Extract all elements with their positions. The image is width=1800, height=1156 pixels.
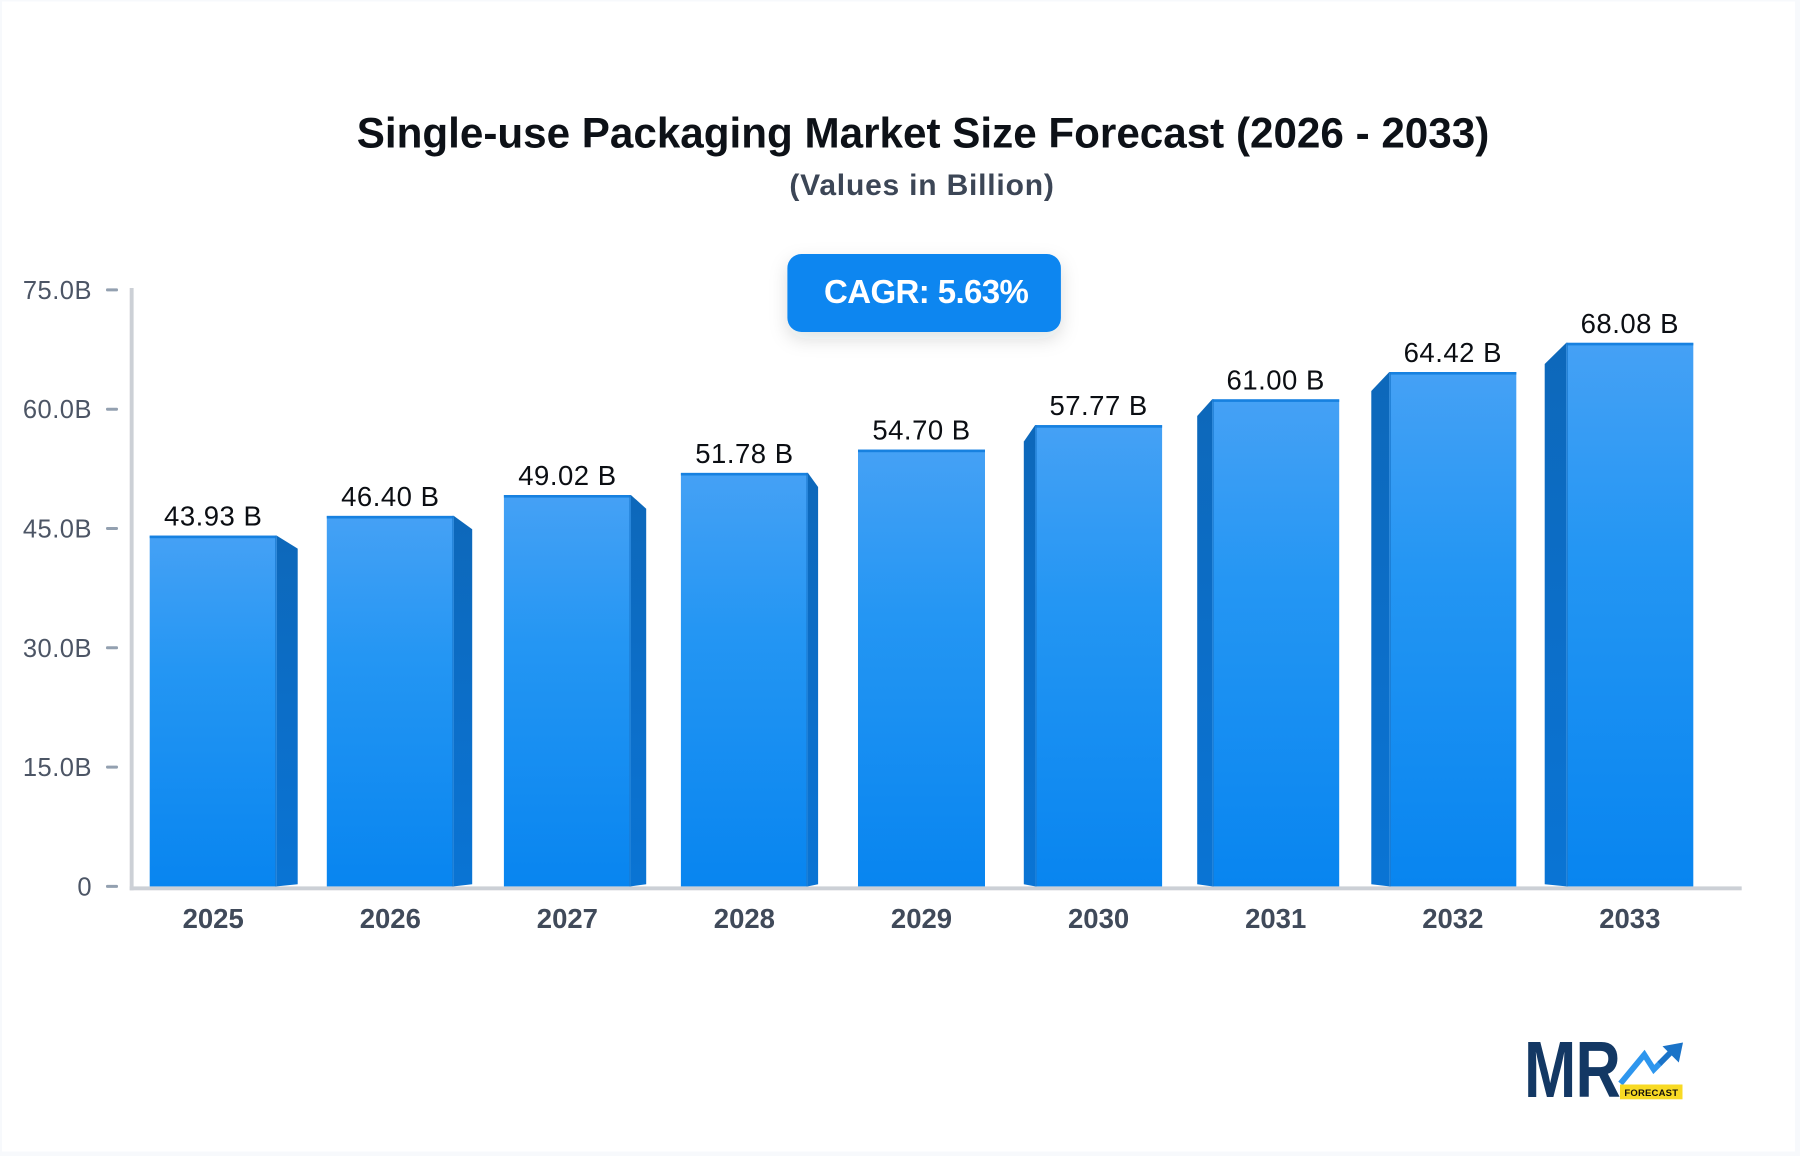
svg-text:45.0B: 45.0B	[23, 516, 92, 544]
svg-text:75.0B: 75.0B	[23, 277, 92, 305]
svg-text:43.93 B: 43.93 B	[164, 501, 262, 532]
svg-text:60.0B: 60.0B	[23, 396, 92, 424]
svg-text:61.00 B: 61.00 B	[1227, 364, 1325, 395]
svg-text:49.02 B: 49.02 B	[518, 460, 616, 491]
svg-text:2030: 2030	[1068, 903, 1129, 934]
svg-text:68.08 B: 68.08 B	[1581, 308, 1679, 339]
svg-text:2026: 2026	[360, 903, 421, 934]
svg-text:57.77 B: 57.77 B	[1049, 390, 1147, 421]
svg-text:2032: 2032	[1422, 903, 1483, 934]
svg-text:CAGR: 5.63%: CAGR: 5.63%	[824, 273, 1029, 310]
svg-text:15.0B: 15.0B	[23, 754, 92, 782]
svg-text:2025: 2025	[183, 903, 244, 934]
svg-text:MR: MR	[1524, 1026, 1620, 1115]
svg-text:2031: 2031	[1245, 903, 1306, 934]
svg-text:51.78 B: 51.78 B	[695, 438, 793, 469]
svg-text:2029: 2029	[891, 903, 952, 934]
svg-text:46.40 B: 46.40 B	[341, 481, 439, 512]
svg-text:(Values in Billion): (Values in Billion)	[789, 169, 1054, 202]
svg-text:0: 0	[77, 873, 92, 901]
svg-text:30.0B: 30.0B	[23, 635, 92, 663]
svg-text:Single-use Packaging Market Si: Single-use Packaging Market Size Forecas…	[357, 110, 1490, 157]
svg-text:2033: 2033	[1599, 903, 1660, 934]
svg-text:64.42 B: 64.42 B	[1404, 337, 1502, 368]
svg-text:54.70 B: 54.70 B	[872, 415, 970, 446]
svg-text:2028: 2028	[714, 903, 775, 934]
svg-text:FORECAST: FORECAST	[1624, 1088, 1678, 1099]
svg-text:2027: 2027	[537, 903, 598, 934]
